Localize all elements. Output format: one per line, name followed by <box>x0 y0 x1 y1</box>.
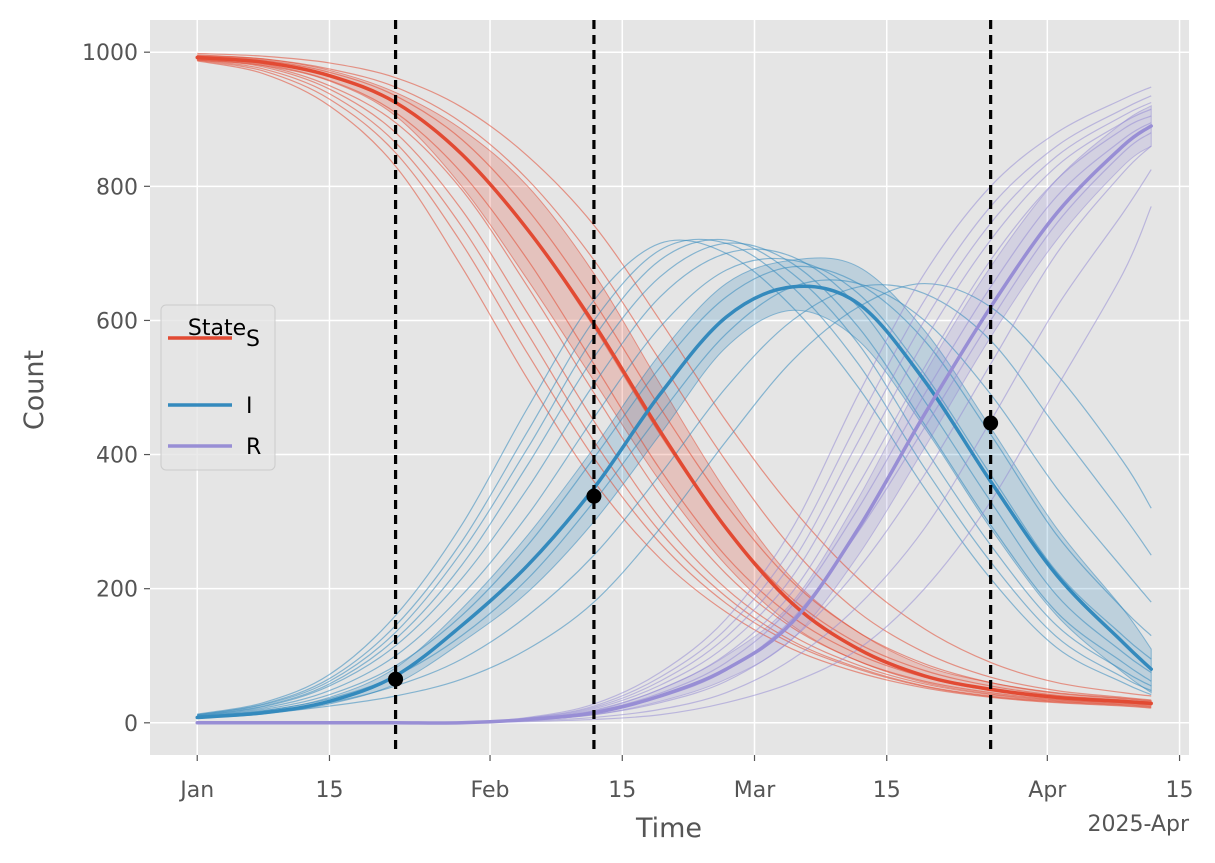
x-tick-label-4: Mar <box>734 778 776 803</box>
run-s-0 <box>197 52 1152 697</box>
marker-1 <box>586 488 602 504</box>
legend-label-s: S <box>246 327 260 352</box>
run-s-1 <box>197 54 1152 701</box>
run-i-7 <box>197 238 1152 716</box>
y-tick-label-3: 600 <box>96 309 138 334</box>
marker-2 <box>983 415 999 431</box>
x-tick-label-6: Apr <box>1028 778 1067 803</box>
run-s-5 <box>197 58 1152 706</box>
x-tick-label-3: 15 <box>608 778 636 803</box>
run-s-8 <box>197 59 1152 708</box>
run-s-9 <box>197 60 1152 709</box>
y-tick-label-2: 400 <box>96 444 138 469</box>
run-s-7 <box>197 58 1152 708</box>
legend-box <box>160 304 276 471</box>
run-i-9 <box>197 239 1152 715</box>
y-tick-label-0: 0 <box>124 712 138 737</box>
mean-line-r <box>195 124 1153 725</box>
x-tick-label-1: 15 <box>315 778 343 803</box>
x-offset-label: 2025-Apr <box>1087 812 1189 837</box>
mean-line-i <box>195 284 1153 720</box>
y-tick-labels: 0 200 400 600 800 1000 <box>82 41 150 737</box>
simulation-runs <box>197 52 1152 724</box>
legend-label-i: I <box>246 394 253 419</box>
run-i-0 <box>197 282 1152 719</box>
run-i-5 <box>197 248 1152 717</box>
x-axis-title: Time <box>635 813 702 844</box>
x-tick-label-0: Jan <box>178 778 214 803</box>
x-tick-labels: Jan 15 Feb 15 Mar 15 Apr 15 <box>178 755 1194 803</box>
legend-label-r: R <box>246 435 261 460</box>
y-axis-title: Count <box>19 350 50 430</box>
plot-background <box>150 20 1189 755</box>
run-i-4 <box>197 257 1152 717</box>
y-tick-label-1: 200 <box>96 578 138 603</box>
x-tick-label-7: 15 <box>1166 778 1194 803</box>
y-tick-label-4: 800 <box>96 175 138 200</box>
vertical-lines <box>393 20 993 755</box>
run-s-2 <box>197 55 1152 702</box>
marker-0 <box>388 671 404 687</box>
y-tick-label-5: 1000 <box>82 41 138 66</box>
legend: State S I R <box>160 304 276 471</box>
run-i-3 <box>197 265 1152 717</box>
band-s <box>196 54 1152 706</box>
x-tick-label-2: Feb <box>471 778 510 803</box>
x-tick-label-5: 15 <box>873 778 901 803</box>
markers <box>388 415 999 687</box>
run-i-1 <box>197 284 1152 718</box>
run-i-6 <box>197 242 1152 717</box>
run-s-6 <box>197 58 1152 707</box>
mean-lines <box>195 55 1153 725</box>
mean-line-s <box>195 55 1153 706</box>
